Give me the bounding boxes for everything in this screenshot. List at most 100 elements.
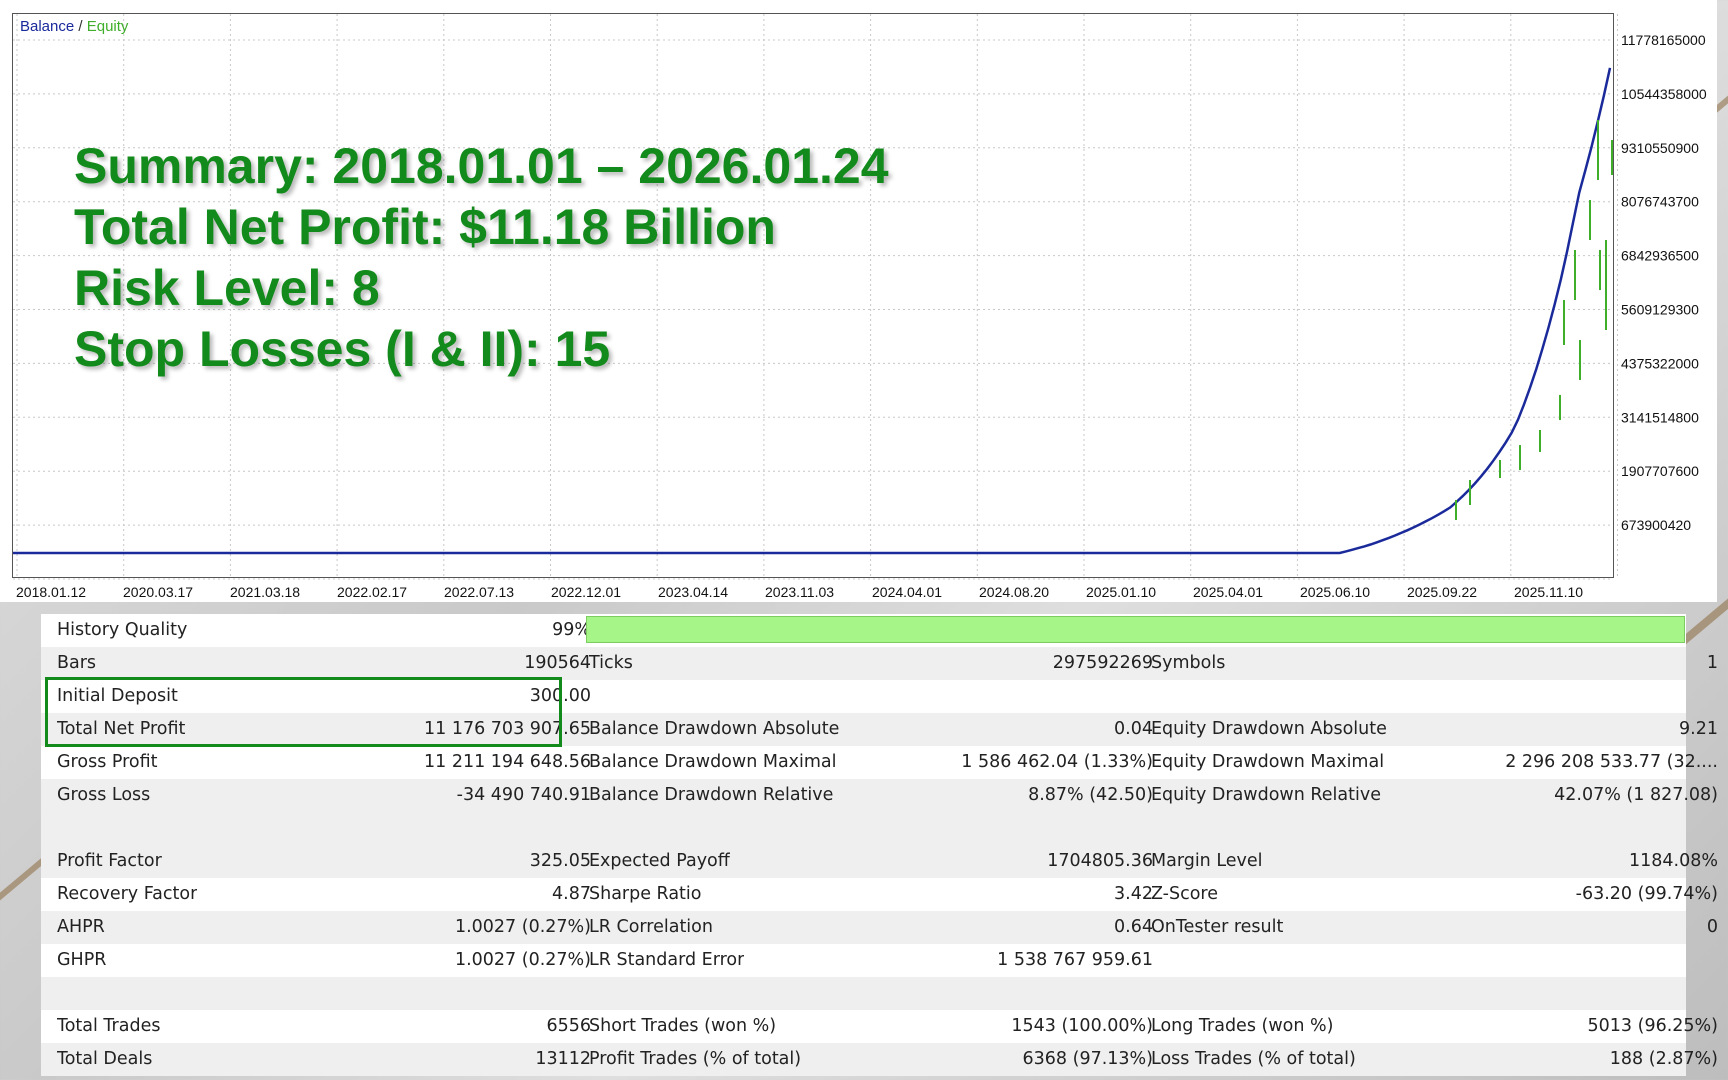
summary-period: Summary: 2018.01.01 – 2026.01.24 [74, 138, 889, 194]
x-tick-label: 2020.03.17 [123, 584, 193, 600]
legend-separator: / [78, 18, 83, 35]
report-cell-c2v: 0.64 [1114, 917, 1153, 937]
report-row: Gross Loss -34 490 740.91 Balance Drawdown… [41, 779, 1718, 812]
y-tick-label: 11778165000 [1621, 32, 1706, 48]
report-cell-c3l: Equity Drawdown Absolute [1151, 719, 1387, 739]
y-tick-label: 673900420 [1621, 517, 1691, 533]
report-cell-c3v: 5013 (96.25%) [1587, 1016, 1718, 1036]
report-cell-c1l: GHPR [57, 950, 107, 970]
x-tick-label: 2023.04.14 [658, 584, 728, 600]
y-tick-label: 4375322000 [1621, 355, 1699, 371]
chart-svg: 11778165000 10544358000 9310550900 80767437… [13, 14, 1707, 600]
report-cell-c3l: Loss Trades (% of total) [1151, 1049, 1356, 1069]
report-cell-c1v: 190564 [524, 653, 591, 673]
report-cell-c3v: 9.21 [1679, 719, 1718, 739]
report-cell-c2l: LR Correlation [589, 917, 713, 937]
balance-equity-chart: 11778165000 10544358000 9310550900 80767437… [12, 13, 1707, 600]
report-cell-c2l: Profit Trades (% of total) [589, 1049, 802, 1069]
report-cell-c1l: AHPR [57, 917, 105, 937]
x-tick-label: 2025.09.22 [1407, 584, 1477, 600]
report-cell-c2v: 3.42 [1114, 884, 1153, 904]
report-row: Recovery Factor 4.87 Sharpe Ratio 3.42 Z-Sco… [41, 878, 1718, 911]
report-cell-c1l: Total Net Profit [57, 719, 186, 739]
report-cell-c3l: Equity Drawdown Relative [1151, 785, 1381, 805]
report-cell-c3l: Margin Level [1151, 851, 1263, 871]
report-cell-c1v: 6556 [546, 1016, 591, 1036]
report-cell-c3v: 188 (2.87%) [1609, 1049, 1718, 1069]
report-cell-c1v: 13112 [535, 1049, 591, 1069]
history-quality-label: History Quality [57, 620, 188, 640]
spacer-row [41, 812, 1686, 845]
report-cell-c3l: Symbols [1151, 653, 1226, 673]
report-cell-c1l: Gross Profit [57, 752, 158, 772]
spacer-row [41, 977, 1686, 1010]
report-cell-c3v: -63.20 (99.74%) [1575, 884, 1718, 904]
summary-net-profit: Total Net Profit: $11.18 Billion [74, 199, 776, 255]
summary-risk-level: Risk Level: 8 [74, 260, 380, 316]
plot-area [12, 13, 1614, 578]
report-cell-c1l: Profit Factor [57, 851, 162, 871]
report-cell-c2l: Ticks [589, 653, 633, 673]
report-cell-c1l: Bars [57, 653, 97, 673]
report-cell-c3v [1401, 680, 1718, 713]
x-tick-label: 2022.07.13 [444, 584, 514, 600]
legend-equity: Equity [86, 18, 129, 35]
report-cell-c1v: 1.0027 (0.27%) [454, 950, 591, 970]
report-cell-c2v: 8.87% (42.50) [1028, 785, 1153, 805]
report-cell-c2v: 1 586 462.04 (1.33%) [961, 752, 1153, 772]
report-cell-c3v [1401, 944, 1718, 977]
report-cell-c1l: Total Deals [57, 1049, 153, 1069]
report-cell-c2l: Expected Payoff [589, 851, 730, 871]
report-cell-c1v: 11 176 703 907.65 [424, 719, 591, 739]
report-cell-c3l: Z-Score [1151, 884, 1219, 904]
x-tick-label: 2025.01.10 [1086, 584, 1156, 600]
x-tick-label: 2022.02.17 [337, 584, 407, 600]
x-tick-label: 2023.11.03 [765, 584, 834, 600]
report-row: Total Deals 13112 Profit Trades (% of tota… [41, 1043, 1718, 1076]
report-row: AHPR 1.0027 (0.27%) LR Correlation 0.64 OnTe… [41, 911, 1718, 944]
report-row: Profit Factor 325.05 Expected Payoff 170480… [41, 845, 1718, 878]
y-tick-label: 9310550900 [1621, 140, 1699, 156]
report-cell-c2l: Balance Drawdown Relative [589, 785, 834, 805]
report-cell-c3l: OnTester result [1151, 917, 1284, 937]
report-cell-c2v: 1704805.36 [1047, 851, 1153, 871]
x-tick-label: 2024.08.20 [979, 584, 1049, 600]
report-cell-c3v: 1184.08% [1629, 851, 1718, 871]
report-table: History Quality 99% Bars 190564 Ticks 29759… [41, 614, 1718, 1076]
report-cell-c1v: 4.87 [552, 884, 591, 904]
x-tick-label: 2018.01.12 [16, 584, 86, 600]
report-cell-c3v: 1 [1706, 653, 1718, 673]
report-row: GHPR 1.0027 (0.27%) LR Standard Error 1 538… [41, 944, 1686, 977]
report-cell-c1l: Total Trades [57, 1016, 161, 1036]
report-cell-c1l: Initial Deposit [57, 686, 178, 706]
report-cell-c2l: LR Standard Error [589, 950, 745, 970]
report-cell-c1v: 325.05 [529, 851, 591, 871]
highlight-box [45, 677, 562, 747]
y-tick-label: 10544358000 [1621, 86, 1707, 102]
report-cell-c1l: Recovery Factor [57, 884, 198, 904]
summary-overlay: Summary: 2018.01.01 – 2026.01.24 Total N… [74, 136, 889, 380]
report-cell-c2v [841, 680, 1153, 713]
x-tick-label: 2024.04.01 [872, 584, 942, 600]
report-row: Gross Profit 11 211 194 648.56 Balance Dra… [41, 746, 1718, 779]
x-tick-label: 2025.04.01 [1193, 584, 1263, 600]
report-cell-c2l: Sharpe Ratio [589, 884, 702, 904]
history-quality-value: 99% [552, 620, 591, 640]
report-cell-c2v: 1543 (100.00%) [1011, 1016, 1153, 1036]
x-tick-label: 2021.03.18 [230, 584, 300, 600]
report-cell-c2v: 0.04 [1114, 719, 1153, 739]
report-cell-c3v: 42.07% (1 827.08) [1554, 785, 1718, 805]
report-cell-c3v: 2 296 208 533.77 (32.... [1505, 752, 1718, 772]
summary-stop-losses: Stop Losses (I & II): 15 [74, 321, 611, 377]
y-tick-label: 1907707600 [1621, 463, 1699, 479]
chart-legend: Balance / Equity [20, 18, 128, 35]
report-row: Total Net Profit 11 176 703 907.65 Balance… [41, 713, 1718, 746]
y-tick-label: 8076743700 [1621, 194, 1699, 210]
report-cell-c1v: 11 211 194 648.56 [424, 752, 591, 772]
report-cell-c2v: 297592269 [1052, 653, 1153, 673]
x-tick-label: 2022.12.01 [551, 584, 621, 600]
report-cell-c1v: 1.0027 (0.27%) [454, 917, 591, 937]
report-cell-c1v: -34 490 740.91 [456, 785, 591, 805]
report-cell-c3l: Equity Drawdown Maximal [1151, 752, 1385, 772]
report-cell-c2v: 6368 (97.13%) [1022, 1049, 1153, 1069]
